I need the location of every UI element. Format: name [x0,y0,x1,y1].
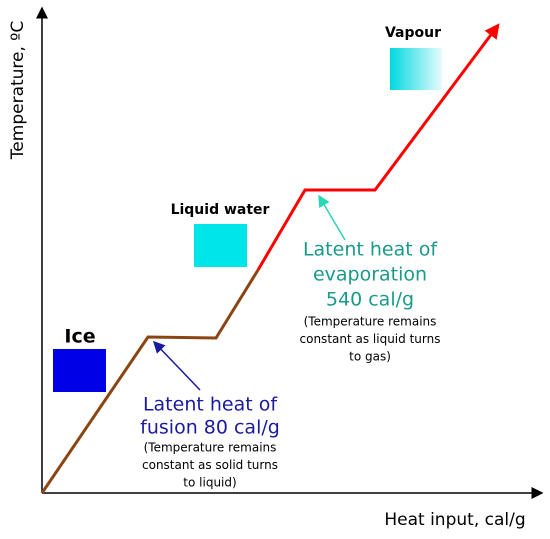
liquid-swatch [194,224,247,267]
evaporation-annotation: Latent heat of evaporation 540 cal/g (Tempe… [300,239,441,364]
annotation-title: fusion 80 cal/g [140,417,280,439]
y-axis-label: Temperature, ºC [8,21,28,160]
vapour-label: Vapour [385,25,441,41]
evaporation-arrow [318,194,346,241]
ice-label: Ice [64,326,95,348]
annotation-title: 540 cal/g [326,289,414,311]
annotation-note: constant as solid turns [142,458,278,472]
annotation-note: (Temperature remains [304,315,437,329]
annotation-note: to gas) [349,350,391,364]
curve-liquid-gas [256,23,500,271]
annotation-note: to liquid) [183,476,236,490]
ice-swatch [53,349,106,392]
annotation-title: Latent heat of [303,239,438,261]
fusion-arrow [152,340,201,391]
curve-solid-liquid [40,269,260,494]
vapour-swatch [390,48,442,90]
x-axis-label: Heat input, cal/g [384,510,525,530]
annotation-note: constant as liquid turns [300,332,441,346]
annotation-title: Latent heat of [143,394,278,416]
liquid-label: Liquid water [171,202,270,218]
annotation-title: evaporation [313,264,427,286]
annotation-note: (Temperature remains [144,441,277,455]
